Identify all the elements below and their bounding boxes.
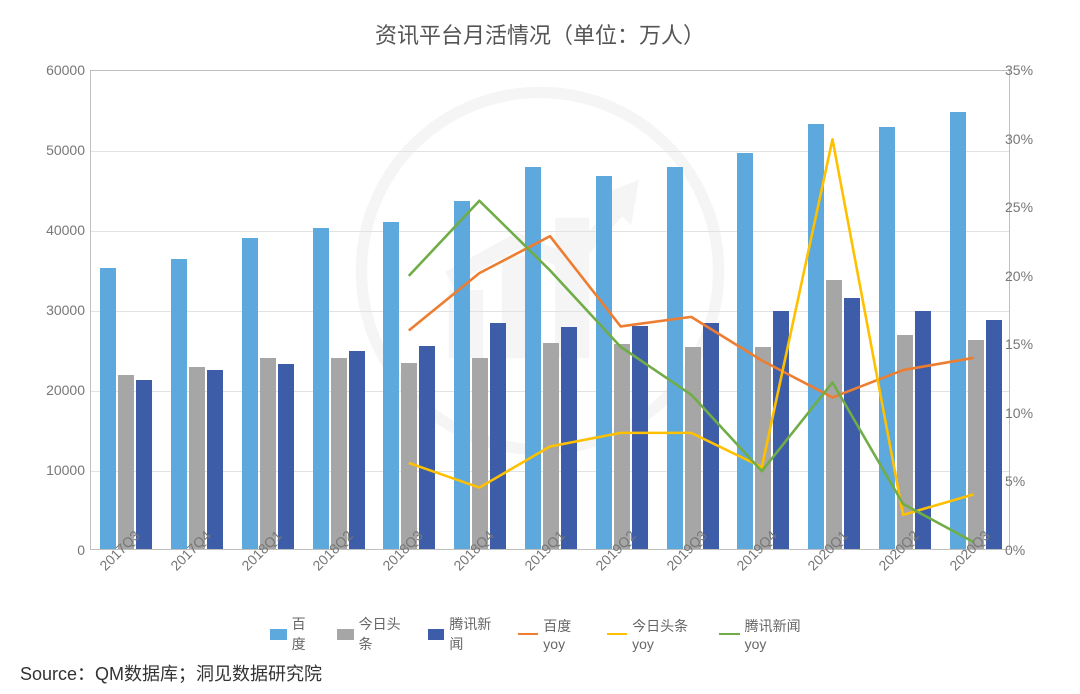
y-right-tick: 5% [1005, 473, 1045, 489]
y-left-tick: 10000 [35, 462, 85, 478]
y-right-tick: 30% [1005, 131, 1045, 147]
y-right-tick: 0% [1005, 542, 1045, 558]
x-tick: 2018Q2 [303, 550, 373, 694]
x-tick: 2019Q1 [515, 550, 585, 694]
x-tick: 2017Q3 [90, 550, 160, 694]
x-tick: 2020Q3 [940, 550, 1010, 694]
x-tick: 2017Q4 [161, 550, 231, 694]
y-left-tick: 0 [35, 542, 85, 558]
chart-title: 资讯平台月活情况（单位：万人） [0, 0, 1080, 50]
y-right-tick: 10% [1005, 405, 1045, 421]
y-left-tick: 30000 [35, 302, 85, 318]
x-tick: 2019Q3 [657, 550, 727, 694]
x-tick: 2019Q4 [727, 550, 797, 694]
line-今日头条yoy [409, 139, 974, 515]
y-left-tick: 40000 [35, 222, 85, 238]
y-left-tick: 20000 [35, 382, 85, 398]
x-tick: 2020Q1 [798, 550, 868, 694]
line-百度yoy [409, 236, 974, 397]
x-tick: 2018Q4 [444, 550, 514, 694]
x-tick: 2019Q2 [586, 550, 656, 694]
line-layer [91, 71, 1009, 549]
y-right-tick: 15% [1005, 336, 1045, 352]
x-tick: 2018Q1 [232, 550, 302, 694]
y-right-tick: 35% [1005, 62, 1045, 78]
y-left-tick: 50000 [35, 142, 85, 158]
y-left-tick: 60000 [35, 62, 85, 78]
y-right-tick: 25% [1005, 199, 1045, 215]
y-right-tick: 20% [1005, 268, 1045, 284]
x-tick: 2018Q3 [373, 550, 443, 694]
line-腾讯新闻yoy [409, 201, 974, 542]
chart-container: 资讯平台月活情况（单位：万人） 百度今日头条腾讯新闻百度yoy今日头条yoy腾讯… [0, 0, 1080, 694]
x-tick: 2020Q2 [869, 550, 939, 694]
plot-area [90, 70, 1010, 550]
